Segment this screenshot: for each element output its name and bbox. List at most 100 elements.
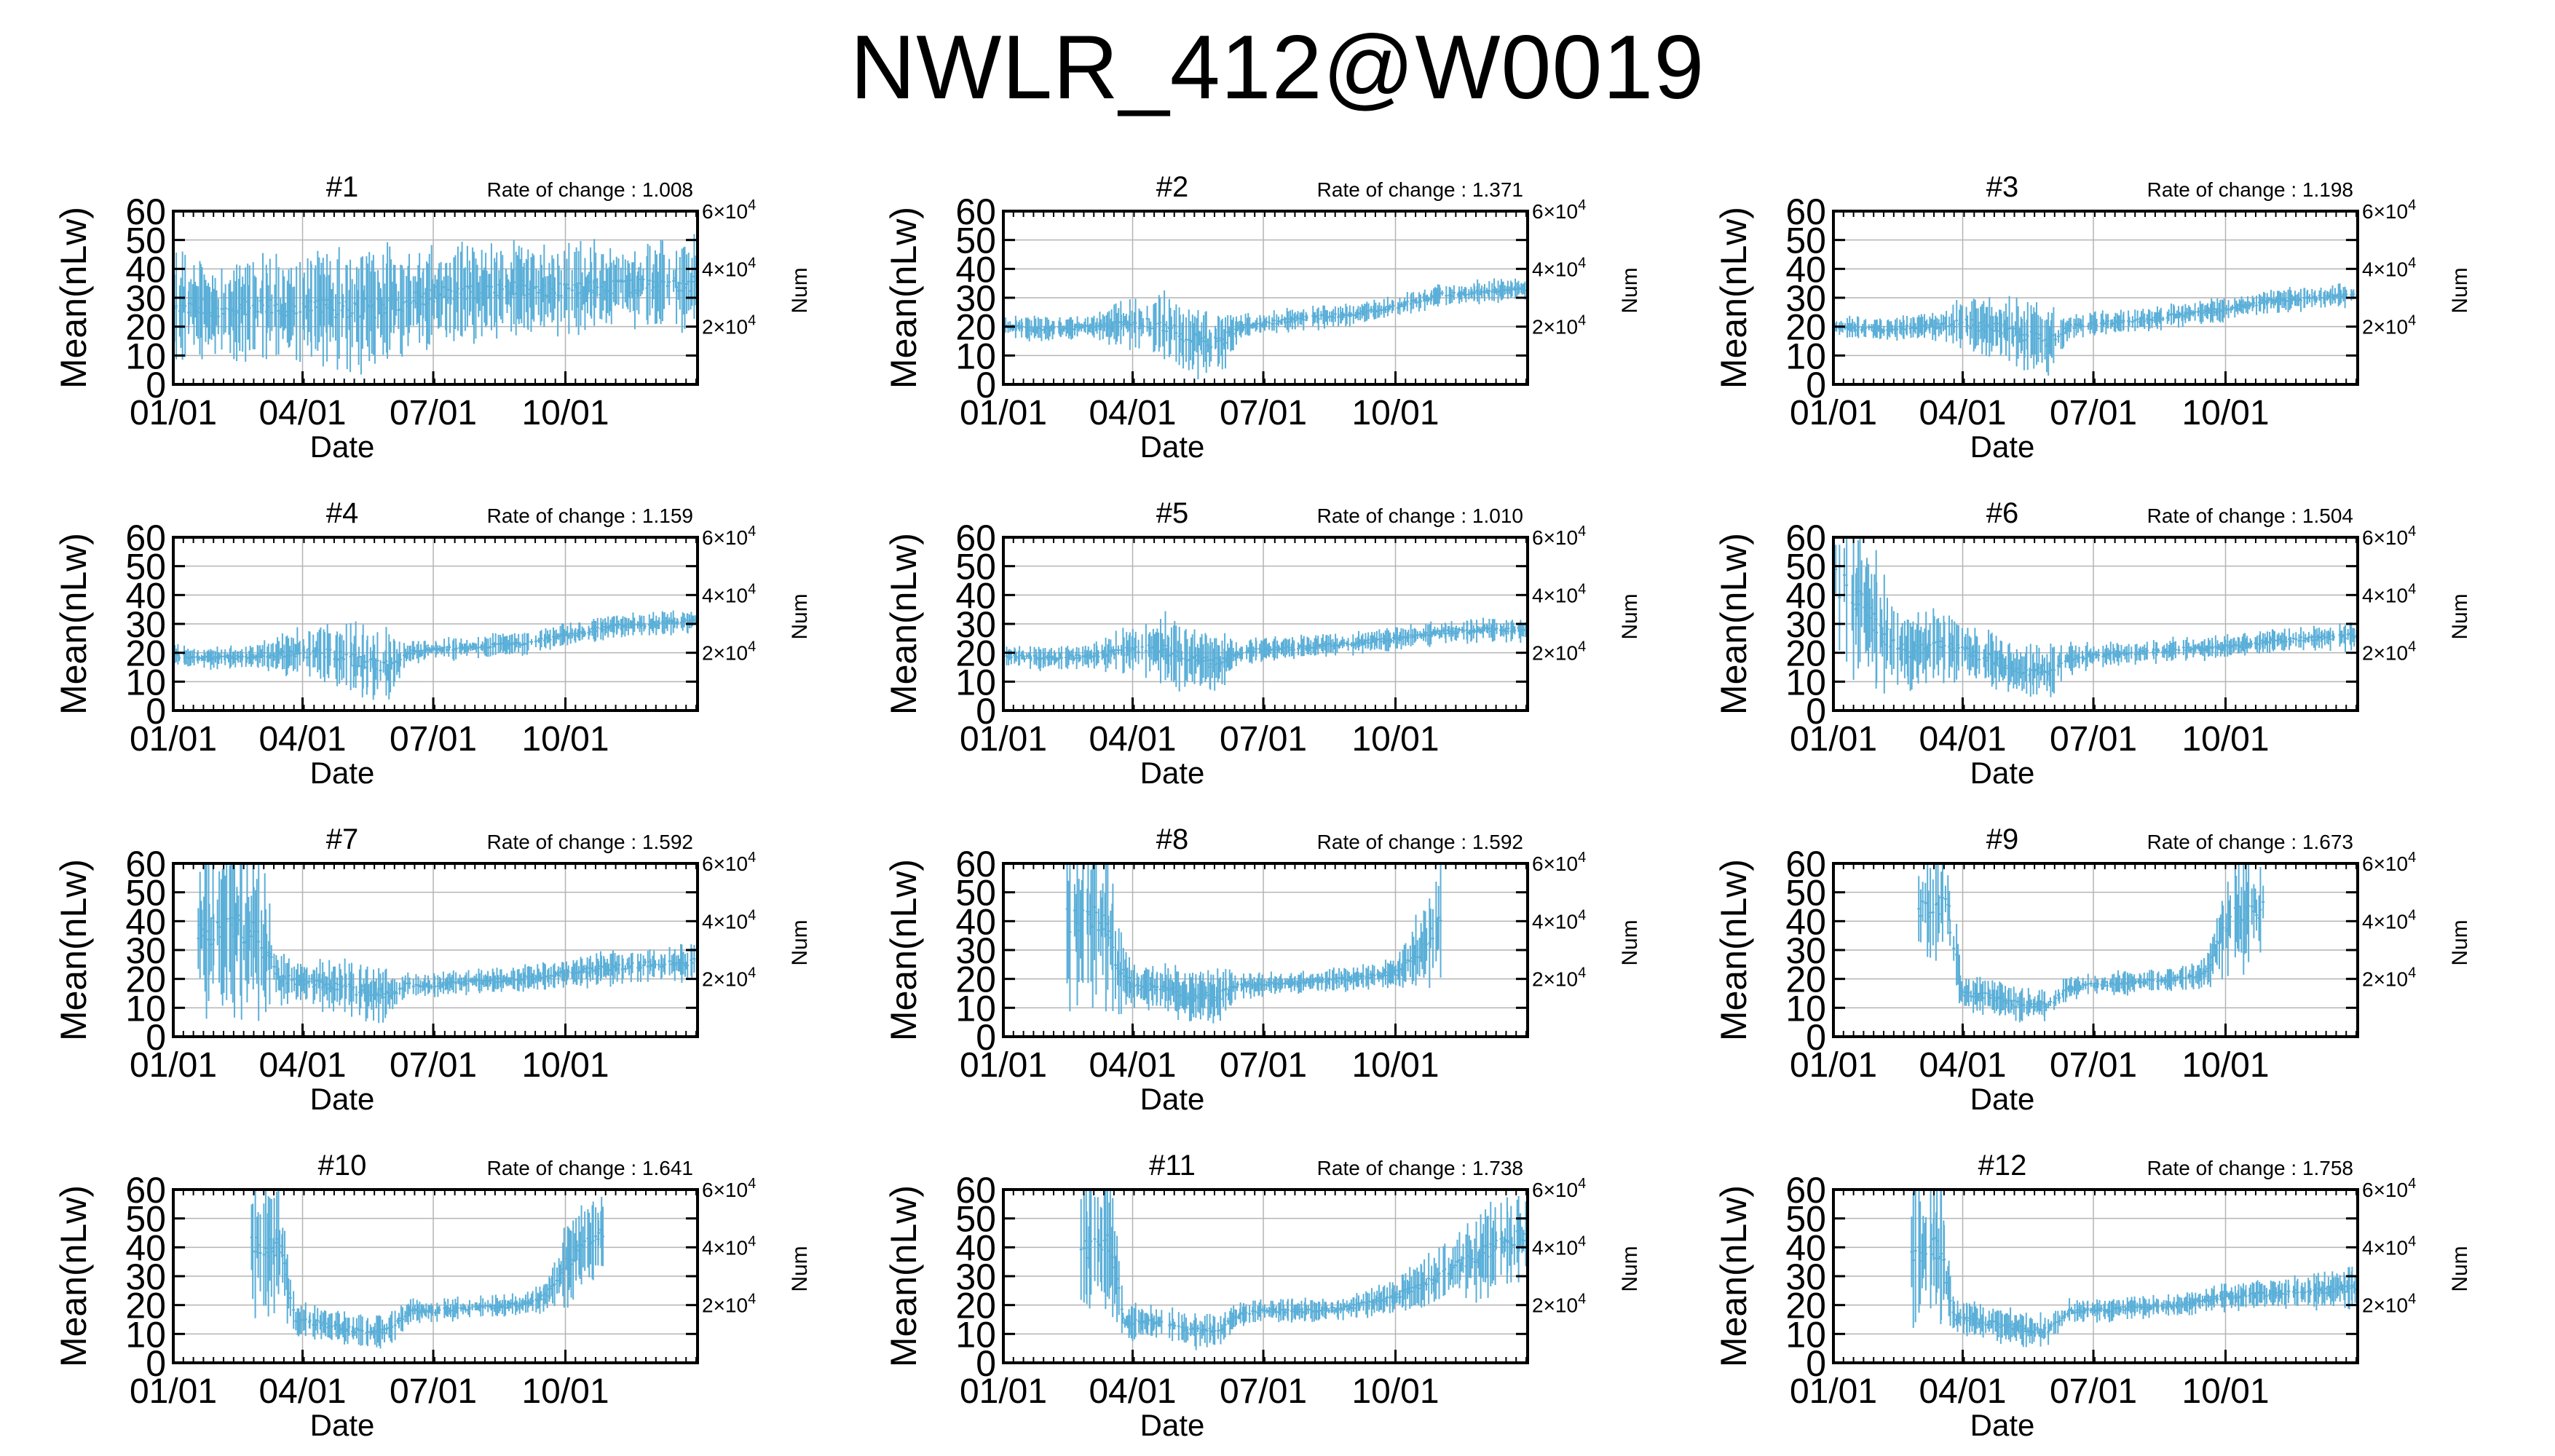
tick-label-y: 60	[955, 518, 996, 558]
axis-label-y: Mean(nLw)	[53, 533, 94, 715]
tick-label-y: 0	[1806, 691, 1826, 732]
axis-label-y: Mean(nLw)	[883, 533, 924, 715]
series-mean-nlw	[1004, 278, 1528, 380]
tick-label-y: 10	[125, 662, 166, 703]
rate-of-change-label: Rate of change : 1.159	[487, 505, 693, 527]
tick-label-x: 10/01	[2181, 720, 2269, 759]
tick-label-y2: 2×104	[1532, 313, 1586, 339]
tick-label-y: 40	[1785, 249, 1826, 290]
series-mean-nlw	[174, 234, 698, 375]
tick-label-y: 60	[125, 518, 166, 558]
tick-label-y: 20	[1785, 307, 1826, 348]
panel-title: #1	[326, 171, 359, 203]
series-mean-nlw	[197, 863, 698, 1024]
tick-label-y: 0	[976, 365, 996, 405]
tick-label-x: 10/01	[521, 720, 609, 759]
tick-label-y2: 6×104	[702, 523, 756, 549]
tick-label-x: 10/01	[2181, 394, 2269, 432]
tick-label-y: 40	[1785, 575, 1826, 616]
tick-label-y: 30	[1785, 278, 1826, 319]
tick-label-x: 01/01	[130, 720, 217, 759]
axis-label-x: Date	[310, 756, 375, 790]
panel-title: #5	[1156, 497, 1189, 529]
tick-label-y: 10	[125, 336, 166, 376]
tick-label-y: 30	[125, 604, 166, 645]
tick-label-x: 07/01	[2050, 394, 2137, 432]
rate-of-change-label: Rate of change : 1.198	[2147, 178, 2353, 201]
tick-label-y2: 2×104	[2362, 313, 2416, 339]
axis-label-x: Date	[1970, 756, 2035, 790]
rate-of-change-label: Rate of change : 1.371	[1317, 178, 1523, 201]
tick-label-y: 30	[125, 278, 166, 319]
series-mean-nlw	[1834, 537, 2358, 697]
tick-label-x: 07/01	[390, 720, 477, 759]
tick-label-y: 0	[1806, 365, 1826, 405]
panel-title: #3	[1986, 171, 2019, 203]
tick-label-x: 04/01	[1919, 394, 2006, 432]
axis-label-y: Mean(nLw)	[883, 207, 924, 389]
tick-label-y2: 6×104	[1532, 197, 1586, 223]
axis-label-y: Mean(nLw)	[1713, 207, 1754, 389]
axis-label-y2: Num	[1618, 267, 1642, 313]
tick-label-y: 40	[955, 575, 996, 616]
tick-label-y: 20	[125, 633, 166, 674]
rate-of-change-label: Rate of change : 1.008	[487, 178, 693, 201]
tick-label-y2: 6×104	[1532, 523, 1586, 549]
tick-label-y2: 2×104	[1532, 639, 1586, 665]
tick-label-y: 30	[1785, 604, 1826, 645]
axis-label-x: Date	[310, 430, 375, 464]
tick-label-y: 50	[125, 221, 166, 261]
tick-label-y2: 4×104	[2362, 581, 2416, 606]
tick-label-x: 04/01	[1089, 394, 1176, 432]
tick-label-x: 01/01	[960, 720, 1047, 759]
tick-label-x: 10/01	[1351, 720, 1439, 759]
tick-label-y2: 2×104	[702, 313, 756, 339]
tick-label-y2: 6×104	[2362, 523, 2416, 549]
tick-label-y: 50	[955, 221, 996, 261]
tick-label-y: 30	[955, 278, 996, 319]
axis-label-y: Mean(nLw)	[53, 207, 94, 389]
tick-label-y2: 2×104	[2362, 639, 2416, 665]
tick-label-y2: 4×104	[2362, 255, 2416, 280]
tick-label-x: 10/01	[1351, 394, 1439, 432]
panel-title: #2	[1156, 171, 1189, 203]
tick-label-x: 01/01	[960, 394, 1047, 432]
tick-label-y2: 4×104	[1532, 255, 1586, 280]
tick-label-y: 10	[1785, 336, 1826, 376]
series-mean-nlw	[1834, 283, 2358, 376]
tick-label-y: 50	[1785, 547, 1826, 587]
tick-label-y: 20	[1785, 633, 1826, 674]
panel-title: #4	[326, 497, 359, 529]
tick-label-y: 60	[125, 191, 166, 232]
tick-label-x: 04/01	[258, 394, 346, 432]
page-title: NWLR_412@W0019	[850, 17, 1705, 118]
tick-label-x: 04/01	[258, 720, 346, 759]
tick-label-x: 01/01	[1790, 720, 1877, 759]
axis-label-y2: Num	[788, 267, 812, 313]
tick-label-x: 07/01	[1220, 720, 1307, 759]
tick-label-y: 0	[976, 691, 996, 732]
tick-label-y2: 6×104	[2362, 197, 2416, 223]
tick-label-x: 10/01	[521, 394, 609, 432]
tick-label-y: 50	[125, 547, 166, 587]
axis-label-x: Date	[1140, 430, 1205, 464]
tick-label-y: 30	[955, 604, 996, 645]
tick-label-y: 20	[125, 307, 166, 348]
tick-label-y: 50	[1785, 221, 1826, 261]
tick-label-x: 04/01	[1919, 720, 2006, 759]
tick-label-y: 10	[1785, 662, 1826, 703]
tick-label-y: 60	[1785, 518, 1826, 558]
tick-label-y2: 6×104	[702, 197, 756, 223]
panel-title: #6	[1986, 497, 2019, 529]
tick-label-y: 40	[125, 249, 166, 290]
tick-label-y: 60	[1785, 191, 1826, 232]
axis-label-y2: Num	[2448, 267, 2472, 313]
tick-label-y: 40	[125, 575, 166, 616]
